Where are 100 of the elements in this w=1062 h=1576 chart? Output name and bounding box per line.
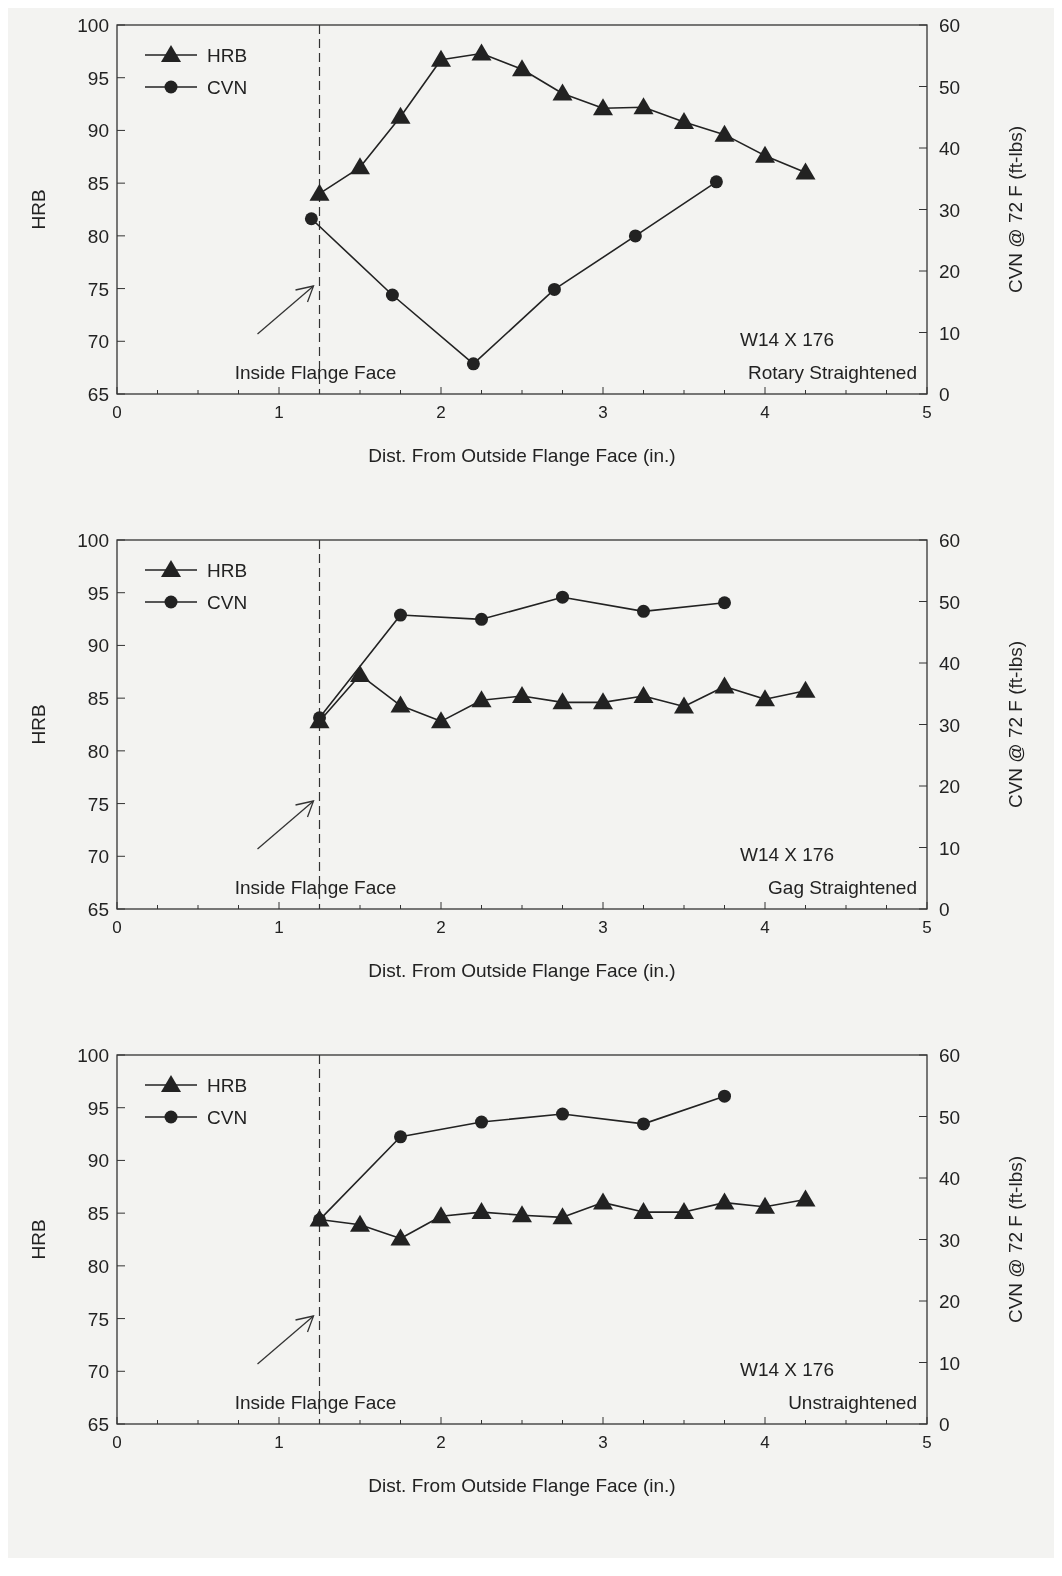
- annotation: Unstraightened: [788, 1392, 917, 1413]
- point: [593, 98, 613, 116]
- point: [718, 1089, 731, 1103]
- y2-tick-label: 20: [939, 261, 961, 282]
- point: [755, 1196, 775, 1214]
- y2-axis-title: CVN @ 72 F (ft-lbs): [1005, 1155, 1026, 1324]
- point: [633, 97, 654, 115]
- point: [385, 288, 399, 302]
- point: [714, 124, 735, 142]
- y2-tick-label: 30: [939, 199, 961, 221]
- x-tick-label: 4: [760, 918, 770, 937]
- y-tick-label: 85: [87, 688, 109, 710]
- x-axis-title: Dist. From Outside Flange Face (in.): [368, 445, 676, 466]
- point: [714, 1192, 735, 1210]
- point: [593, 1192, 613, 1210]
- point: [556, 1107, 569, 1121]
- point: [471, 43, 492, 61]
- ref-line-label: Inside Flange Face: [234, 1392, 397, 1413]
- annotation: W14 X 176: [740, 844, 834, 865]
- annotation: Rotary Straightened: [748, 362, 917, 383]
- y-tick-label: 85: [87, 173, 109, 195]
- y2-tick-label: 0: [939, 384, 950, 405]
- point: [350, 664, 370, 682]
- x-tick-label: 0: [112, 403, 122, 422]
- y2-tick-label: 10: [939, 1352, 961, 1374]
- point: [350, 1214, 370, 1232]
- x-tick-label: 4: [760, 1433, 770, 1452]
- y2-tick-label: 50: [939, 76, 961, 98]
- point: [795, 1189, 816, 1207]
- y2-tick-label: 60: [939, 15, 961, 36]
- legend-label: HRB: [207, 560, 248, 581]
- y-tick-label: 100: [77, 15, 109, 36]
- point: [309, 183, 330, 201]
- point: [637, 1117, 650, 1131]
- point: [390, 695, 411, 713]
- point: [633, 1202, 654, 1220]
- y2-tick-label: 40: [939, 1168, 961, 1189]
- y2-tick-label: 30: [939, 714, 961, 736]
- point: [718, 596, 731, 610]
- y2-axis-title: CVN @ 72 F (ft-lbs): [1005, 125, 1026, 294]
- y-tick-label: 65: [87, 1414, 109, 1435]
- x-tick-label: 3: [598, 403, 608, 422]
- y-tick-label: 90: [87, 1150, 109, 1172]
- y2-tick-label: 50: [939, 1106, 961, 1128]
- y-tick-label: 65: [87, 899, 109, 920]
- x-tick-label: 1: [274, 403, 284, 422]
- y-axis-title: HRB: [28, 704, 49, 745]
- point: [552, 1207, 573, 1225]
- point: [512, 686, 532, 704]
- point: [512, 1205, 532, 1223]
- x-tick-label: 1: [274, 1433, 284, 1452]
- x-tick-label: 2: [436, 918, 446, 937]
- ref-line-label: Inside Flange Face: [234, 362, 397, 383]
- legend-label: HRB: [207, 45, 248, 66]
- legend-label: HRB: [207, 1075, 248, 1096]
- point: [593, 692, 613, 710]
- point: [475, 1115, 488, 1129]
- ref-line-label: Inside Flange Face: [234, 877, 397, 898]
- annotation: W14 X 176: [740, 1359, 834, 1380]
- legend-label: CVN: [207, 592, 248, 613]
- y2-tick-label: 30: [939, 1229, 961, 1251]
- y-tick-label: 100: [77, 530, 109, 551]
- y-tick-label: 75: [87, 793, 109, 815]
- x-tick-label: 3: [598, 1433, 608, 1452]
- x-tick-label: 5: [922, 403, 932, 422]
- y-tick-label: 80: [87, 225, 109, 247]
- x-tick-label: 5: [922, 1433, 932, 1452]
- y2-tick-label: 50: [939, 591, 961, 613]
- y2-axis-title: CVN @ 72 F (ft-lbs): [1005, 640, 1026, 809]
- y-tick-label: 80: [87, 740, 109, 762]
- point: [471, 1202, 492, 1220]
- point: [547, 282, 561, 296]
- y-tick-label: 95: [87, 67, 109, 89]
- point: [394, 608, 407, 622]
- y-tick-label: 75: [87, 1308, 109, 1330]
- point: [628, 229, 642, 243]
- point: [394, 1130, 407, 1144]
- x-axis-title: Dist. From Outside Flange Face (in.): [368, 960, 676, 981]
- x-tick-label: 0: [112, 918, 122, 937]
- point: [304, 212, 318, 226]
- y2-tick-label: 20: [939, 1291, 961, 1312]
- y2-tick-label: 10: [939, 322, 961, 344]
- y-tick-label: 85: [87, 1203, 109, 1225]
- x-tick-label: 5: [922, 918, 932, 937]
- x-tick-label: 0: [112, 1433, 122, 1452]
- y-tick-label: 90: [87, 635, 109, 657]
- legend-label: CVN: [207, 1107, 248, 1128]
- y-tick-label: 70: [87, 846, 109, 868]
- point: [755, 689, 775, 707]
- y2-tick-label: 40: [939, 653, 961, 674]
- y-tick-label: 95: [87, 1097, 109, 1119]
- y2-tick-label: 60: [939, 530, 961, 551]
- y2-tick-label: 60: [939, 1045, 961, 1066]
- y-tick-label: 100: [77, 1045, 109, 1066]
- point: [674, 111, 694, 129]
- y2-tick-label: 10: [939, 837, 961, 859]
- x-axis-title: Dist. From Outside Flange Face (in.): [368, 1475, 676, 1496]
- point: [795, 162, 816, 180]
- point: [431, 1206, 451, 1224]
- point: [795, 680, 816, 698]
